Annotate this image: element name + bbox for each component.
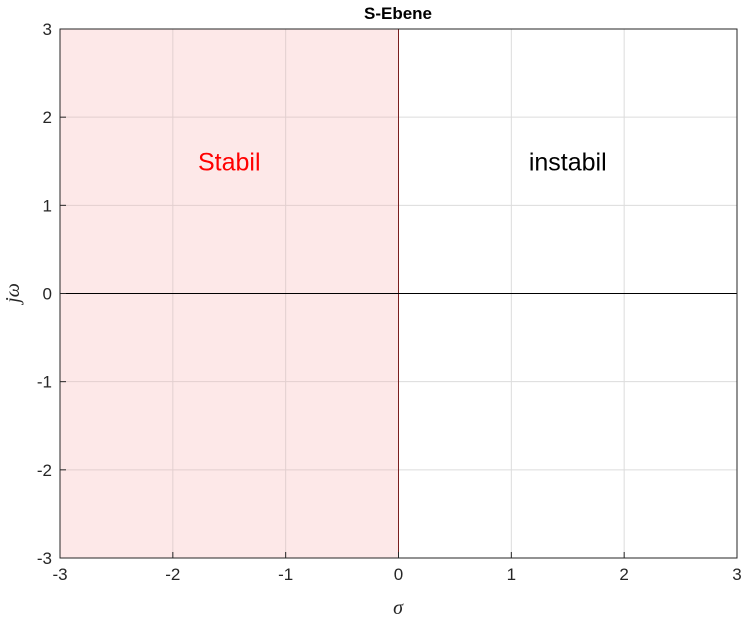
region-label-1: instabil [529, 148, 607, 176]
y-tick-label: 3 [43, 20, 52, 39]
y-tick-label: -1 [37, 373, 52, 392]
x-tick-label: -3 [52, 565, 67, 584]
x-tick-label: 1 [507, 565, 516, 584]
x-axis-label: σ [393, 597, 404, 619]
y-tick-label: -3 [37, 549, 52, 568]
x-tick-label: 0 [394, 565, 403, 584]
y-tick-label: 2 [43, 108, 52, 127]
y-axis-label: jω [2, 283, 24, 306]
x-tick-label: 3 [732, 565, 741, 584]
y-tick-label: 1 [43, 196, 52, 215]
region-annotations: Stabil instabil [198, 148, 607, 176]
x-tick-label: -1 [278, 565, 293, 584]
y-tick-label: -2 [37, 461, 52, 480]
x-tick-label: -2 [165, 565, 180, 584]
y-tick-label: 0 [43, 285, 52, 304]
chart-title: S-Ebene [364, 4, 432, 23]
x-tick-labels: -3 -2 -1 0 1 2 3 [52, 552, 742, 584]
region-label-0: Stabil [198, 148, 261, 176]
x-tick-label: 2 [619, 565, 628, 584]
y-tick-labels: -3 -2 -1 0 1 2 3 [37, 20, 66, 568]
